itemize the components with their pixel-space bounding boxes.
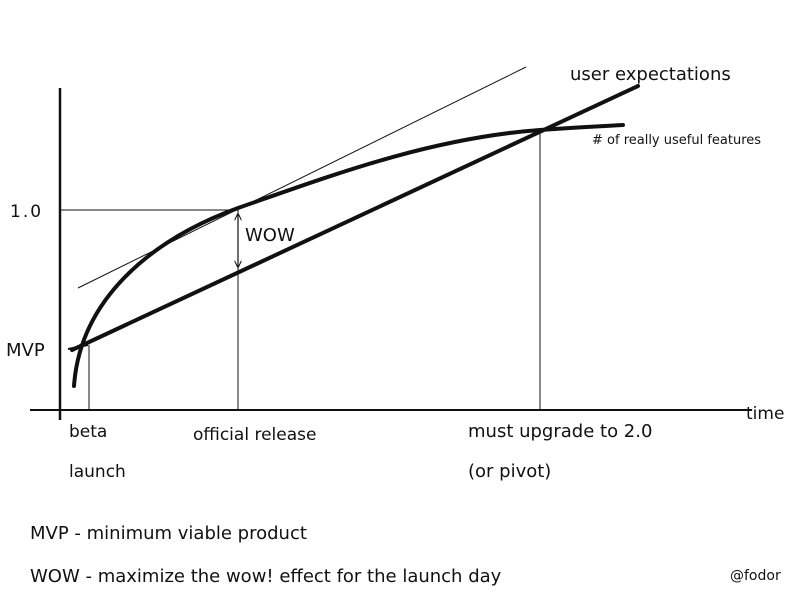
useful-features-curve <box>72 123 625 388</box>
beta-label-line1: beta <box>69 422 107 442</box>
legend-mvp: MVP - minimum viable product <box>30 523 307 544</box>
mvp-tick-label: MVP <box>6 340 45 361</box>
upgrade-label-line2: (or pivot) <box>468 461 551 482</box>
beta-label-line2: launch <box>69 462 126 482</box>
official-release-label: official release <box>193 425 316 445</box>
upgrade-label-line1: must upgrade to 2.0 <box>468 421 652 442</box>
signature: @fodor <box>730 568 781 584</box>
user-expectations-line <box>70 84 640 352</box>
tangent-line <box>77 66 527 289</box>
legend-wow: WOW - maximize the wow! effect for the l… <box>30 566 502 587</box>
useful-features-label: # of really useful features <box>592 133 761 148</box>
wow-gap-label: WOW <box>245 225 295 246</box>
user-expectations-label: user expectations <box>570 64 731 85</box>
v1-tick-label: 1.0 <box>10 202 43 222</box>
x-axis-label: time <box>746 404 784 424</box>
